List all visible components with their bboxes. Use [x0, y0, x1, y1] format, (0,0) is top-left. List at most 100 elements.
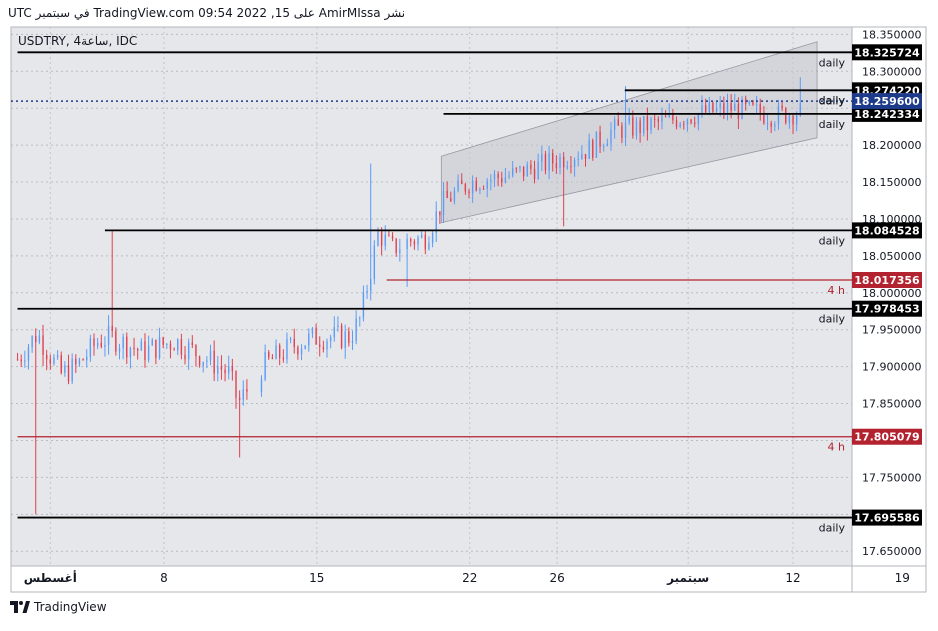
candle-body	[428, 242, 430, 250]
candle-body	[198, 356, 201, 366]
candle-body	[144, 341, 146, 360]
candle-body	[177, 339, 179, 351]
level-price-tag-bg	[852, 271, 922, 288]
candle-body	[220, 366, 223, 370]
candle-body	[453, 190, 456, 202]
candle-body	[737, 103, 740, 119]
candle-body	[439, 211, 441, 216]
candle-body	[115, 331, 117, 352]
footer-brand[interactable]: TradingView	[10, 600, 107, 614]
candle-body	[326, 341, 328, 350]
candle-body	[457, 180, 459, 191]
price-channel[interactable]	[440, 41, 818, 224]
candle-body	[49, 359, 52, 364]
y-tick-label: 17.750000	[862, 471, 922, 484]
candle-body	[417, 237, 419, 245]
candle-body	[104, 344, 106, 347]
candle-body	[202, 361, 204, 366]
candle-body	[759, 104, 761, 114]
candle-body	[603, 146, 605, 148]
candle-body	[355, 318, 357, 342]
candle-body	[668, 113, 670, 117]
candle-body	[621, 125, 623, 138]
candle-body	[420, 234, 423, 238]
candle-body	[424, 234, 427, 250]
tradingview-logo-icon	[10, 601, 30, 613]
y-tick-label: 17.650000	[862, 545, 922, 558]
candles[interactable]	[16, 77, 802, 515]
candle-body	[217, 366, 219, 374]
candle-body	[362, 292, 365, 318]
candle-body	[129, 347, 132, 358]
candle-body	[370, 278, 372, 292]
chart-title[interactable]: USDTRY, 4ساعة, IDC	[18, 34, 137, 48]
x-tick-label: 19	[895, 571, 910, 585]
candle-body	[71, 358, 73, 382]
candle-body	[231, 366, 234, 372]
candle-body	[187, 342, 190, 360]
candle-body	[613, 119, 616, 130]
candle-body	[89, 338, 92, 357]
x-tick-label: 8	[160, 571, 168, 585]
candle-body	[537, 161, 539, 179]
level-price-tag: 17.978453	[854, 303, 919, 316]
candle-body	[107, 325, 110, 345]
candle-body	[271, 357, 274, 360]
level-tag-label: daily	[819, 118, 846, 131]
candle-body	[31, 336, 33, 348]
candle-body	[726, 103, 729, 114]
candle-body	[96, 342, 99, 347]
level-price-tag: 17.805079	[854, 431, 919, 444]
candle-body	[155, 339, 157, 359]
candle-body	[610, 129, 612, 144]
candle-body	[785, 108, 787, 123]
candle-body	[278, 345, 281, 358]
candle-body	[475, 180, 477, 191]
candle-body	[147, 345, 150, 360]
level-tag-label: 4 h	[828, 441, 845, 454]
candle-body	[704, 105, 707, 113]
y-tick-label: 17.850000	[862, 398, 922, 411]
current-price-tag-label: daily	[819, 94, 846, 107]
candle-body	[162, 337, 164, 345]
candle-body	[246, 389, 248, 392]
candle-body	[588, 140, 590, 159]
candle-body	[562, 156, 565, 168]
candle-body	[515, 168, 518, 170]
candle-body	[260, 379, 263, 392]
candle-body	[289, 338, 292, 340]
candle-body	[522, 166, 525, 177]
candle-body	[136, 349, 139, 351]
candle-body	[606, 143, 609, 147]
candle-body	[206, 360, 208, 362]
candle-body	[78, 359, 81, 365]
candle-body	[486, 181, 488, 189]
candle-body	[744, 98, 747, 104]
x-tick-label: أغسطس	[24, 570, 77, 585]
candle-body	[577, 158, 579, 160]
candle-body	[111, 325, 113, 332]
candle-body	[373, 245, 376, 279]
candle-body	[180, 339, 183, 355]
x-tick-label: 15	[309, 571, 324, 585]
candle-body	[694, 122, 696, 125]
candle-body	[380, 231, 383, 246]
candle-body	[286, 339, 288, 360]
x-tick-label: 22	[462, 571, 477, 585]
candle-body	[770, 122, 772, 127]
candle-body	[461, 180, 463, 185]
level-tag-label: daily	[819, 56, 846, 69]
candle-body	[410, 239, 412, 242]
candle-body	[60, 355, 62, 373]
candle-body	[730, 103, 732, 111]
candle-body	[42, 335, 44, 355]
candle-body	[242, 389, 244, 400]
candle-body	[763, 113, 765, 124]
level-price-tag-bg	[852, 222, 922, 239]
level-tag-label: daily	[819, 522, 846, 535]
candle-body	[511, 168, 514, 176]
candle-body	[755, 104, 758, 106]
candle-body	[82, 359, 84, 361]
